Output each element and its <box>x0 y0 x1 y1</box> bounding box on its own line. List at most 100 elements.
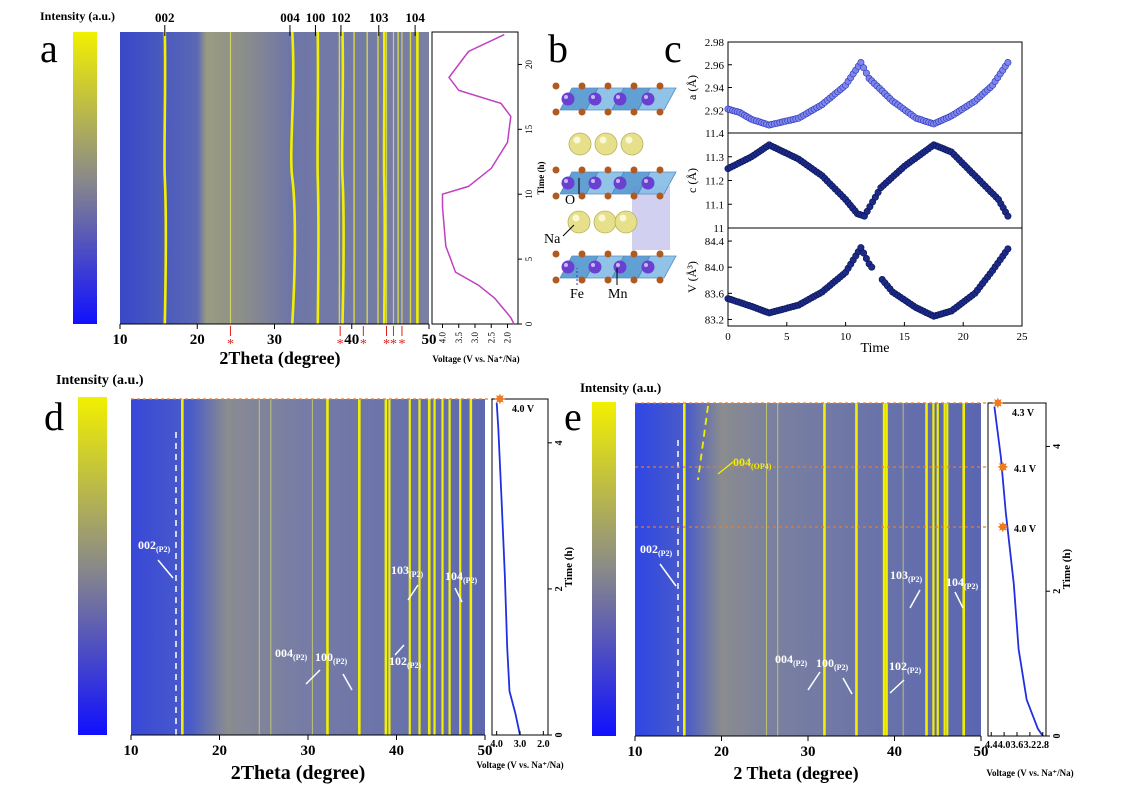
tm-layer-bottom-oxygen-top-0 <box>552 250 560 258</box>
d-x-tick-label-10: 10 <box>124 743 139 759</box>
panel-d-heatmap <box>131 399 485 735</box>
panel-d-label-004: 004(P2) <box>275 646 308 662</box>
e-x-tick-label-40: 40 <box>887 744 902 760</box>
tm-layer-top-metal-2 <box>613 92 627 106</box>
panel-d-colorbar <box>78 397 107 735</box>
tm-layer-top-oxygen-bottom-2 <box>604 108 612 116</box>
marker-label-4-3v: 4.3 V <box>1012 408 1035 419</box>
panel-e-voltage-axis: 4.4 4.0 3.6 3.2 2.8 <box>985 732 1049 751</box>
tm-layer-top-oxygen-top-4 <box>656 82 664 90</box>
tm-layer-bottom-oxygen-bottom-0 <box>552 276 560 284</box>
panel-c-v-point-7-1 <box>868 263 876 271</box>
d-time-tick-label-0: 0 <box>554 733 565 738</box>
panel-e-voltage-guides <box>635 402 1000 528</box>
panel-a-x-tick-label-50: 50 <box>422 332 437 348</box>
panel-d-voltage-marker-label: 4.0 V <box>512 404 535 415</box>
panel-a-peak-label-002: 002 <box>155 10 175 25</box>
tm-layer-bottom-oxygen-top-1 <box>578 250 586 258</box>
sodium-atom-highlight-0 <box>573 136 581 144</box>
panel-c-c-y-tick-label-11-1: 11.1 <box>705 199 724 211</box>
transition-metal-atoms <box>561 92 655 274</box>
panel-a-intensity-label: Intensity (a.u.) <box>40 9 115 23</box>
panel-d-label-104: 104(P2) <box>445 569 478 585</box>
panel-c-c-y-tick-label-11-2: 11.2 <box>705 176 724 188</box>
panel-a-peak-102 <box>340 31 345 325</box>
sodium-atom-5 <box>614 210 638 234</box>
panel-e-time-label: Time (h) <box>1061 548 1073 589</box>
panel-a-peak-004 <box>289 31 297 325</box>
panel-d-peak-annotations: 002(P2) 004(P2) 100(P2) 102(P2) 103(P2) … <box>138 538 478 691</box>
panel-c-x-tick-label-25: 25 <box>1017 331 1029 343</box>
d-voltage-tick-label-2-0: 2.0 <box>537 739 550 750</box>
tm-layer-top-oxygen-top-2 <box>604 82 612 90</box>
label-na: Na <box>544 232 561 247</box>
panel-d-label-002: 002(P2) <box>138 538 171 554</box>
e-voltage-tick-label-3-6: 3.6 <box>1011 740 1024 751</box>
panel-c-c-y-tick-label-11: 11 <box>713 223 724 235</box>
panel-c-x-tick-label-10: 10 <box>840 331 852 343</box>
panel-c-v-point-last <box>1004 245 1012 253</box>
tm-layer-top-oxygen-bottom-4 <box>656 108 664 116</box>
tm-layer-bottom-oxygen-bottom-4 <box>656 276 664 284</box>
sodium-atom-highlight-2 <box>625 136 633 144</box>
panel-a-peak-labels: 002 004 100 102 103 104 <box>155 10 425 36</box>
panel-d-arrow-103 <box>407 584 419 601</box>
sodium-atom-highlight-4 <box>598 214 606 222</box>
panel-a-voltage-curve <box>441 33 515 325</box>
panel-e-arrow-op4 <box>717 461 734 475</box>
panel-a-peak-label-103: 103 <box>369 10 389 25</box>
panel-e-heatmap <box>635 403 981 736</box>
panel-letter-a: a <box>40 26 58 71</box>
d-x-tick-label-20: 20 <box>212 743 227 759</box>
panel-c-v-y-tick-label-84-4: 84.4 <box>705 236 725 248</box>
panel-a-impurity-star-3: * <box>383 337 390 352</box>
panel-a-impurity-star-0: * <box>227 337 234 352</box>
panel-d-label-100: 100(P2) <box>315 650 348 666</box>
label-fe: Fe <box>570 287 584 302</box>
panel-a-x-tick-label-10: 10 <box>113 332 128 348</box>
oxygen-atoms <box>552 82 664 284</box>
tm-layer-top-metal-highlight-0 <box>564 95 568 99</box>
panel-d-voltage-axis: 4.0 3.0 2.0 <box>490 731 550 750</box>
panel-e-x-axis: 10 20 30 40 50 <box>628 735 989 760</box>
tm-layer-top-metal-highlight-1 <box>591 95 595 99</box>
tm-layer-middle-oxygen-bottom-2 <box>604 192 612 200</box>
panel-a-peak-label-102: 102 <box>331 10 351 25</box>
marker-label-4-0v: 4.0 V <box>1014 524 1037 535</box>
panel-e-peak-lines <box>683 403 966 736</box>
panel-a-time-tick-label-0: 0 <box>524 321 534 326</box>
panel-a-time-tick-label-20: 20 <box>524 59 534 69</box>
panel-a-peak-label-004: 004 <box>280 10 300 25</box>
panel-a-peak-label-100: 100 <box>306 10 326 25</box>
panel-letter-b: b <box>548 26 568 71</box>
panel-letter-e: e <box>564 394 582 439</box>
tm-layer-top-metal-highlight-3 <box>644 95 648 99</box>
marker-star-4-1v: ✸ <box>997 461 1009 476</box>
panel-e-voltage-x-label: Voltage (V vs. Na⁺/Na) <box>986 768 1073 778</box>
tm-layer-bottom-oxygen-bottom-2 <box>604 276 612 284</box>
sodium-atom-highlight-5 <box>619 214 627 222</box>
panel-c-v-y-label: V (Å³) <box>685 261 699 293</box>
tm-layer-top-oxygen-bottom-1 <box>578 108 586 116</box>
e-voltage-tick-label-4-4: 4.4 <box>985 740 998 751</box>
panel-e-label-op4: 004(OP4) <box>733 455 772 471</box>
panel-a-time-tick-label-10: 10 <box>524 189 534 199</box>
tm-layer-middle-metal-highlight-1 <box>591 179 595 183</box>
panel-a-impurity-star-1: * <box>337 337 344 352</box>
panel-a-voltage-tick-label-2.5: 2.5 <box>486 332 496 344</box>
tm-layer-bottom-oxygen-bottom-3 <box>630 276 638 284</box>
panel-a-time-tick-label-15: 15 <box>524 124 534 134</box>
e-time-tick-label-0: 0 <box>1052 734 1063 739</box>
panel-c-v-y-tick-label-83-2: 83.2 <box>705 314 724 326</box>
e-x-tick-label-10: 10 <box>628 744 643 760</box>
panel-e-time-axis: 0 2 4 <box>1046 444 1063 739</box>
panel-a-peak-103 <box>382 31 386 325</box>
tm-layer-middle-metal-highlight-0 <box>564 179 568 183</box>
panel-d-arrow-100 <box>342 673 353 691</box>
panel-c-x-tick-label-0: 0 <box>725 331 731 343</box>
panel-letter-d: d <box>44 394 64 439</box>
e-time-tick-label-4: 4 <box>1052 444 1063 449</box>
panel-a-time-tick-label-5: 5 <box>524 256 534 261</box>
panel-c-c-y-tick-label-11-4: 11.4 <box>705 128 724 140</box>
